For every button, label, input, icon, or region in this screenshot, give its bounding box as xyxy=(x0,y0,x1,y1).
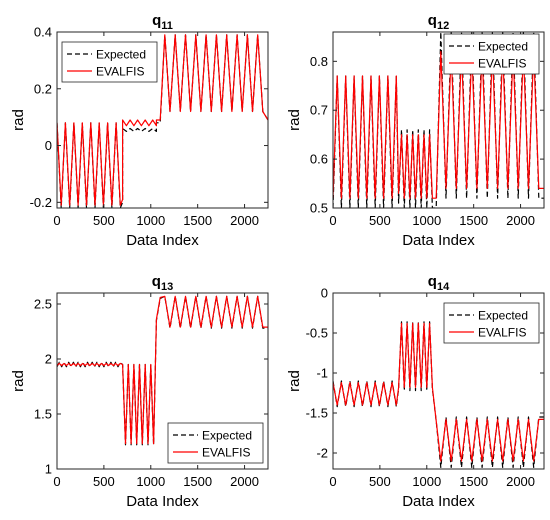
x-tick-label: 1500 xyxy=(183,474,212,489)
axes-frame xyxy=(332,292,545,470)
x-tick-label: 500 xyxy=(369,474,391,489)
x-tick-label: 2000 xyxy=(230,213,259,228)
chart-title-subscript: 11 xyxy=(161,20,173,32)
x-tick-label: 500 xyxy=(93,213,115,228)
y-tick-label: 0.4 xyxy=(34,25,52,40)
y-axis-label: rad xyxy=(10,109,27,131)
y-axis-label: rad xyxy=(286,109,303,131)
chart-panel-3: 0 500 1000 1500 2000 1 1.5 2 2.5 Data Index rad q13… xyxy=(10,273,269,510)
legend-label-evalfis: EVALFIS xyxy=(478,57,526,71)
chart-title: q12 xyxy=(428,12,449,32)
x-tick-label: 1000 xyxy=(136,474,165,489)
y-tick-label: 0.5 xyxy=(310,201,328,216)
chart-title-subscript: 12 xyxy=(437,20,449,32)
y-tick-label: 0.2 xyxy=(34,81,52,96)
x-tick-label: 0 xyxy=(53,213,60,228)
chart-title: q14 xyxy=(428,273,450,293)
x-tick-label: 1500 xyxy=(459,213,488,228)
axes-frame xyxy=(56,292,269,470)
series-line-evalfis xyxy=(57,295,268,445)
legend-box xyxy=(61,41,158,83)
chart-title: q13 xyxy=(152,273,173,293)
chart-title-subscript: 13 xyxy=(161,281,173,293)
y-tick-label: 0.7 xyxy=(310,103,328,118)
x-tick-label: 0 xyxy=(329,213,336,228)
legend-label-expected: Expected xyxy=(478,40,528,54)
y-tick-label: 0 xyxy=(321,286,328,301)
chart-title-subscript: 14 xyxy=(437,281,450,293)
chart-panel-2: 0 500 1000 1500 2000 0.5 0.6 0.7 0.8 Data Index ra… xyxy=(286,12,545,249)
legend-label-expected: Expected xyxy=(96,48,146,62)
legend: Expected EVALFIS xyxy=(61,41,158,83)
x-tick-label: 0 xyxy=(53,474,60,489)
legend-box xyxy=(167,422,264,464)
chart-title-base: q xyxy=(152,12,161,29)
legend-label-evalfis: EVALFIS xyxy=(96,65,144,79)
y-tick-label: -1 xyxy=(316,366,328,381)
legend-box xyxy=(443,302,540,344)
y-tick-label: 0.6 xyxy=(310,152,328,167)
chart-panel-4: 0 500 1000 1500 2000 0 -0.5 -1 -1.5 -2 Data Index r… xyxy=(286,273,545,510)
series-line-evalfis xyxy=(333,50,544,199)
y-tick-label: 1.5 xyxy=(34,407,52,422)
y-tick-label: -2 xyxy=(316,446,328,461)
y-tick-label: -0.5 xyxy=(306,326,328,341)
x-tick-label: 0 xyxy=(329,474,336,489)
legend-label-expected: Expected xyxy=(478,309,528,323)
legend-box xyxy=(443,33,540,75)
x-axis-label: Data Index xyxy=(402,493,475,510)
y-tick-label: 1 xyxy=(45,462,52,477)
x-tick-label: 2000 xyxy=(230,474,259,489)
x-axis-label: Data Index xyxy=(402,232,475,249)
legend-label-evalfis: EVALFIS xyxy=(202,446,250,460)
x-tick-label: 1500 xyxy=(459,474,488,489)
y-axis-label: rad xyxy=(286,370,303,392)
x-tick-label: 1000 xyxy=(412,213,441,228)
x-tick-label: 1000 xyxy=(136,213,165,228)
x-axis-label: Data Index xyxy=(126,493,199,510)
x-tick-label: 2000 xyxy=(506,474,535,489)
y-axis-label: rad xyxy=(10,370,27,392)
x-axis-label: Data Index xyxy=(126,232,199,249)
legend: Expected EVALFIS xyxy=(443,33,540,75)
y-tick-label: -1.5 xyxy=(306,406,328,421)
y-tick-label: -0.2 xyxy=(30,195,52,210)
chart-title-base: q xyxy=(428,12,437,29)
chart-title: q11 xyxy=(152,12,173,32)
y-tick-label: 2.5 xyxy=(34,297,52,312)
x-tick-label: 1000 xyxy=(412,474,441,489)
series-line-evalfis xyxy=(333,322,544,462)
y-tick-label: 2 xyxy=(45,352,52,367)
x-tick-label: 2000 xyxy=(506,213,535,228)
y-tick-label: 0 xyxy=(45,138,52,153)
chart-title-base: q xyxy=(152,273,161,290)
axes-frame xyxy=(332,31,545,209)
legend: Expected EVALFIS xyxy=(167,422,264,464)
x-tick-label: 500 xyxy=(369,213,391,228)
x-tick-label: 1500 xyxy=(183,213,212,228)
legend: Expected EVALFIS xyxy=(443,302,540,344)
series-line-evalfis xyxy=(57,34,268,206)
axes-frame xyxy=(56,31,269,209)
y-tick-label: 0.8 xyxy=(310,54,328,69)
legend-label-evalfis: EVALFIS xyxy=(478,326,526,340)
chart-title-base: q xyxy=(428,273,437,290)
legend-label-expected: Expected xyxy=(202,429,252,443)
x-tick-label: 500 xyxy=(93,474,115,489)
